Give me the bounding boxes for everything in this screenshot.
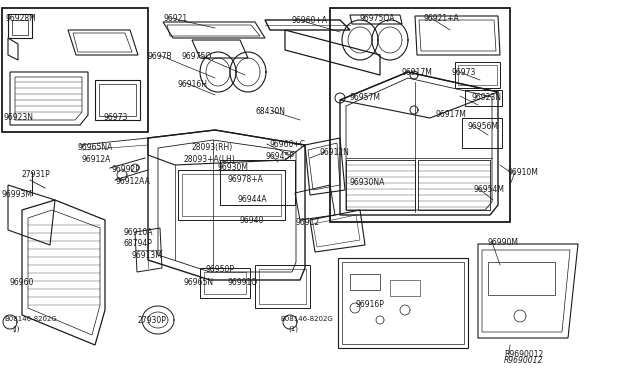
Text: 96930M: 96930M xyxy=(218,163,249,172)
Text: 96910M: 96910M xyxy=(508,168,539,177)
Text: 96975Q: 96975Q xyxy=(182,52,212,61)
Text: 96917M: 96917M xyxy=(436,110,467,119)
Text: 96916H: 96916H xyxy=(178,80,208,89)
Text: 96912: 96912 xyxy=(295,218,319,227)
Text: 96944A: 96944A xyxy=(238,195,268,204)
Text: 96973: 96973 xyxy=(452,68,476,77)
Text: 96960: 96960 xyxy=(10,278,35,287)
Bar xyxy=(2,8,148,132)
Bar xyxy=(346,160,415,210)
Text: 96912N: 96912N xyxy=(320,148,350,157)
Bar xyxy=(99,84,136,116)
Text: 96917M: 96917M xyxy=(401,68,432,77)
Bar xyxy=(259,269,306,304)
Text: 96923N: 96923N xyxy=(4,113,34,122)
Bar xyxy=(204,272,246,294)
Text: (1): (1) xyxy=(288,326,298,333)
Text: 96945P: 96945P xyxy=(265,152,294,161)
Bar xyxy=(8,14,32,38)
Bar xyxy=(255,265,310,308)
Text: 28093(RH): 28093(RH) xyxy=(191,143,232,152)
Bar xyxy=(95,80,140,120)
Bar xyxy=(390,280,420,296)
Bar xyxy=(488,262,555,295)
Text: 96940: 96940 xyxy=(240,216,264,225)
Bar xyxy=(178,170,285,220)
Text: 96921: 96921 xyxy=(163,14,187,23)
Text: R9690012: R9690012 xyxy=(504,350,543,359)
Text: 96928M: 96928M xyxy=(6,14,36,23)
Text: 96965N: 96965N xyxy=(183,278,213,287)
Text: R9690012: R9690012 xyxy=(504,356,543,365)
Text: 96916P: 96916P xyxy=(356,300,385,309)
Bar xyxy=(465,90,502,106)
Bar xyxy=(12,20,28,35)
Text: 96921+A: 96921+A xyxy=(423,14,459,23)
Text: 96930NA: 96930NA xyxy=(349,178,385,187)
Text: 96973: 96973 xyxy=(103,113,127,122)
Text: 96990M: 96990M xyxy=(487,238,518,247)
Text: 9697B: 9697B xyxy=(148,52,173,61)
Text: 96957M: 96957M xyxy=(349,93,380,102)
Text: 28093+A(LH): 28093+A(LH) xyxy=(184,155,236,164)
Text: 27931P: 27931P xyxy=(22,170,51,179)
Bar xyxy=(455,62,500,88)
Text: 96960+C: 96960+C xyxy=(270,140,306,149)
Text: B08146-8202G: B08146-8202G xyxy=(4,316,57,322)
Text: 96975QA: 96975QA xyxy=(359,14,394,23)
Text: 96956M: 96956M xyxy=(468,122,499,131)
Text: 96923N: 96923N xyxy=(471,93,501,102)
Text: 96978+A: 96978+A xyxy=(228,175,264,184)
Text: 96912AA: 96912AA xyxy=(115,177,150,186)
Bar xyxy=(350,274,380,290)
Text: 96913M: 96913M xyxy=(131,251,162,260)
Text: 96991Q: 96991Q xyxy=(228,278,258,287)
Bar xyxy=(418,160,490,210)
Bar xyxy=(182,174,281,216)
Text: (J): (J) xyxy=(12,326,19,333)
Text: 27930P: 27930P xyxy=(138,316,167,325)
Text: 68430N: 68430N xyxy=(255,107,285,116)
Text: 96910A: 96910A xyxy=(123,228,152,237)
Text: 68794P: 68794P xyxy=(124,239,153,248)
Bar xyxy=(220,160,295,205)
Text: 96954M: 96954M xyxy=(474,185,505,194)
Bar xyxy=(200,268,250,298)
Bar xyxy=(462,118,502,148)
Text: 96992P: 96992P xyxy=(112,165,141,174)
Text: 96965NA: 96965NA xyxy=(78,143,113,152)
Text: 96960+A: 96960+A xyxy=(291,16,327,25)
Text: 96993M: 96993M xyxy=(2,190,33,199)
Bar xyxy=(458,65,497,85)
Text: 96950P: 96950P xyxy=(205,265,234,274)
Bar xyxy=(330,8,510,222)
Text: 96912A: 96912A xyxy=(82,155,111,164)
Text: B08146-8202G: B08146-8202G xyxy=(280,316,333,322)
